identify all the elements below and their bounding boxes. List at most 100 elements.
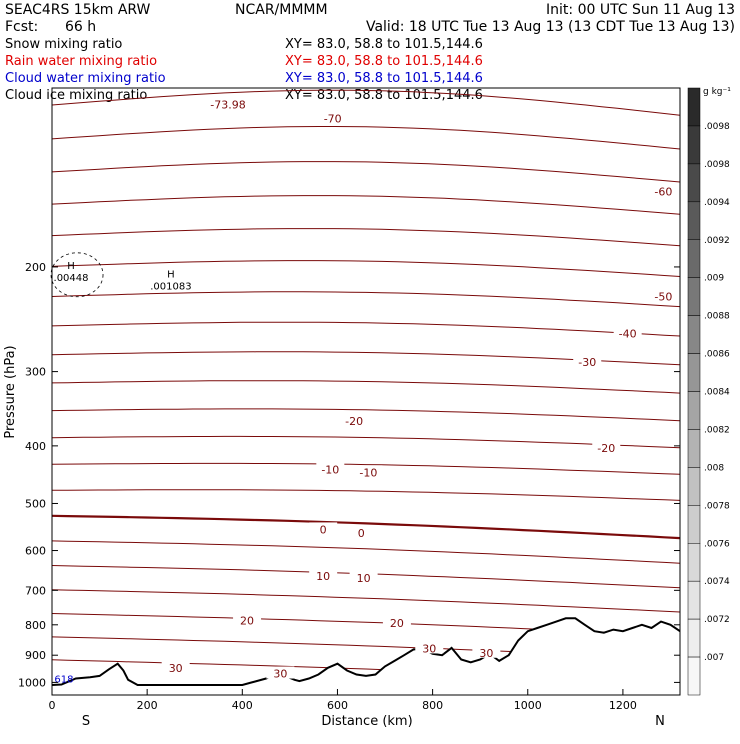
colorbar-swatch: [687, 467, 701, 506]
extremum-value: .001083: [150, 282, 191, 293]
extremum-symbol: H: [167, 270, 175, 281]
colorbar-swatch: [687, 353, 701, 392]
organization-label: NCAR/MMMM: [235, 2, 328, 18]
isotherm-line: [51, 195, 681, 215]
south-end-label: S: [82, 714, 90, 729]
colorbar-swatch: [687, 429, 701, 468]
colorbar-swatch: [687, 391, 701, 430]
cloud-ice-contour: [50, 252, 104, 298]
plot-frame: [51, 87, 681, 696]
colorbar-tick-label: .0078: [704, 501, 730, 511]
field-list: Snow mixing ratio XY= 83.0, 58.8 to 101.5…: [5, 37, 483, 103]
isotherm-line: [51, 462, 681, 475]
y-tick-label: 200: [25, 261, 46, 274]
colorbar-swatch: [687, 277, 701, 316]
contour-label-bg: [349, 571, 378, 584]
contour-labels: -73.98 -70 -60 -50 -40 -30 -20 -20 -10 -10 0 0 10 10 2…: [50, 97, 678, 685]
x-tick-label: 0: [49, 699, 56, 712]
isotherm-line: [51, 489, 681, 501]
y-tick-label: 400: [25, 440, 46, 453]
colorbar-tick-label: .0086: [704, 350, 730, 360]
contour-label: 10: [316, 570, 330, 583]
contour-label: -60: [654, 186, 672, 199]
contour-label: -20: [345, 415, 363, 428]
x-tick-label: 1000: [514, 699, 542, 712]
temperature-contours: [51, 89, 681, 683]
contour-label-bg: [161, 661, 190, 674]
contour-label: -30: [578, 356, 596, 369]
colorbar-tick-label: .0094: [704, 198, 730, 208]
colorbar-tick-label: .0098: [704, 122, 730, 132]
colorbar-swatch: [687, 543, 701, 582]
contour-label: 0: [358, 527, 365, 540]
terrain-layer: [51, 617, 681, 695]
contour-label: -10: [359, 466, 377, 479]
x-tick-label: 600: [327, 699, 348, 712]
contour-label-bg: [472, 645, 501, 658]
colorbar-tick-label: .0084: [704, 388, 730, 398]
contour-label-bg: [316, 462, 345, 475]
y-tick-label: 500: [25, 497, 46, 510]
north-end-label: N: [655, 714, 665, 729]
contour-label: -40: [619, 328, 637, 341]
contour-label-bg: [354, 465, 383, 478]
contour-label: -10: [321, 463, 339, 476]
colorbar-swatch: [687, 656, 701, 696]
isotherm-line: [51, 89, 681, 116]
contour-label: 10: [357, 572, 371, 585]
colorbar-swatch: [687, 505, 701, 544]
colorbar-swatch: [687, 580, 701, 620]
contour-label-bg: [233, 613, 262, 626]
contour-label-bg: [382, 615, 411, 628]
isotherm-line: [51, 321, 681, 337]
terrain-line: [51, 617, 681, 686]
field-name: Cloud ice mixing ratio: [5, 88, 147, 103]
colorbar-swatch: [687, 163, 701, 203]
isotherm-line: [51, 589, 681, 613]
contour-label: 30: [273, 668, 287, 681]
contour-label: 20: [240, 615, 254, 628]
cloud-water-label: 618: [54, 674, 73, 685]
contour-label: -50: [654, 290, 672, 303]
contour-label-bg: [592, 441, 621, 454]
isotherm-line: [51, 291, 681, 308]
isotherm-line: [51, 228, 681, 247]
isotherm-line: [51, 435, 681, 449]
colorbar-swatch: [687, 87, 701, 127]
contour-label-bg: [415, 641, 444, 654]
contour-label: -70: [324, 113, 342, 126]
contour-label-bg: [266, 666, 295, 679]
contour-label-bg: [214, 97, 243, 110]
field-name: Rain water mixing ratio: [5, 54, 157, 69]
x-tick-label: 1200: [609, 699, 637, 712]
forecast-label: Fcst:: [5, 19, 38, 35]
x-tick-label: 400: [232, 699, 253, 712]
contour-label: 30: [479, 647, 493, 660]
contour-label-bg: [340, 414, 369, 427]
contour-label: 0: [320, 523, 327, 536]
contour-label-bg: [347, 526, 376, 539]
x-tick-label: 800: [422, 699, 443, 712]
y-tick-label: 700: [25, 584, 46, 597]
colorbar-tick-label: .0082: [704, 425, 730, 435]
contour-label-bg: [318, 111, 347, 124]
field-xy-range: XY= 83.0, 58.8 to 101.5,144.6: [285, 88, 483, 103]
isotherm-line: [51, 408, 681, 422]
field-xy-range: XY= 83.0, 58.8 to 101.5,144.6: [285, 37, 483, 52]
isotherm-line: [51, 514, 681, 540]
colorbar: g kg⁻¹ .0098 .0098 .0094 .0092 .009 .0088 .008…: [687, 87, 731, 696]
valid-time: Valid: 18 UTC Tue 13 Aug 13 (13 CDT Tue …: [366, 19, 735, 35]
forecast-hour: 66 h: [65, 19, 96, 35]
chart-header: SEAC4RS 15km ARW NCAR/MMMM Init: 00 UTC …: [5, 2, 735, 35]
y-tick-label: 800: [25, 619, 46, 632]
y-tick-label: 900: [25, 649, 46, 662]
isotherm-line: [51, 540, 681, 564]
colorbar-swatch: [687, 239, 701, 278]
y-axis-title: Pressure (hPa): [3, 345, 18, 438]
colorbar-tick-label: .009: [704, 274, 724, 284]
contour-label: 20: [390, 617, 404, 630]
field-xy-range: XY= 83.0, 58.8 to 101.5,144.6: [285, 71, 483, 86]
